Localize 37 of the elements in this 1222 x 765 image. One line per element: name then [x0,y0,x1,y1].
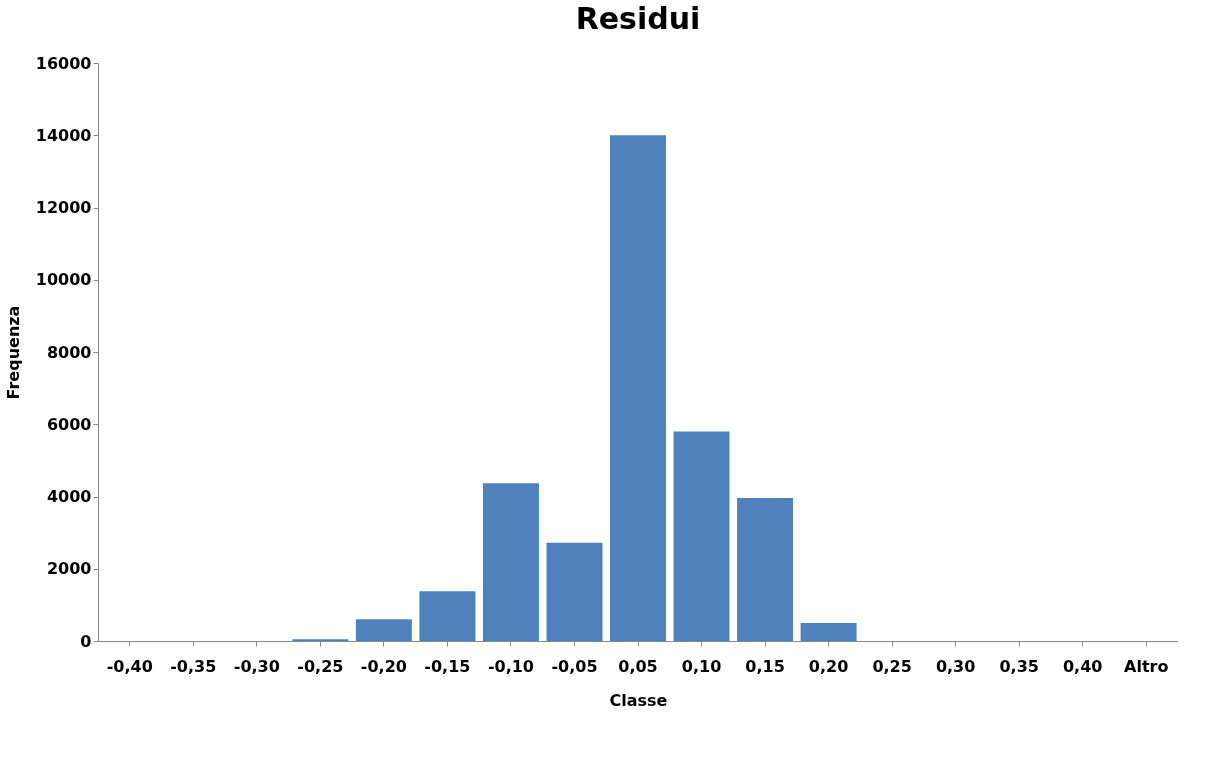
y-tick-label: 0 [80,631,92,651]
y-tick-label: 6000 [46,414,92,434]
y-tick-label: 4000 [46,487,92,506]
y-tick-label: 2000 [46,559,92,579]
y-tick-label: 10000 [35,270,92,290]
bar [482,483,539,641]
y-tick-label: 14000 [35,125,92,145]
x-tick-label: 0,30 [935,656,976,676]
y-tick-label: 16000 [35,53,92,73]
y-tick-label: 8000 [46,342,92,362]
x-tick-label: -0,10 [487,656,534,676]
bar [737,497,794,641]
bar [355,619,412,641]
bar [610,135,666,641]
x-tick-label: 0,15 [745,656,785,676]
bar [800,622,857,641]
x-tick-label: 0,05 [618,656,658,676]
x-tick-label: -0,15 [424,656,471,676]
x-tick-label: -0,40 [106,656,153,676]
x-axis-title: Classe [609,690,668,710]
x-tick-label: Altro [1124,656,1169,676]
chart-title: Residui [575,1,701,36]
x-tick-label: 0,20 [808,656,849,676]
x-tick-label: 0,40 [1062,656,1103,676]
x-tick-label: -0,20 [360,656,407,676]
x-tick-label: 0,10 [681,656,722,676]
x-tick-label: -0,35 [170,656,217,676]
x-tick-label: -0,30 [233,656,280,676]
bar [546,542,603,641]
bar [673,431,730,641]
y-tick-label: 12000 [35,198,92,217]
x-tick-label: -0,25 [297,656,344,676]
bar [419,591,476,641]
y-axis-title: Frequenza [3,305,23,400]
x-tick-label: 0,25 [872,656,912,676]
x-tick-label: -0,05 [551,656,598,676]
x-tick-label: 0,35 [999,656,1039,676]
